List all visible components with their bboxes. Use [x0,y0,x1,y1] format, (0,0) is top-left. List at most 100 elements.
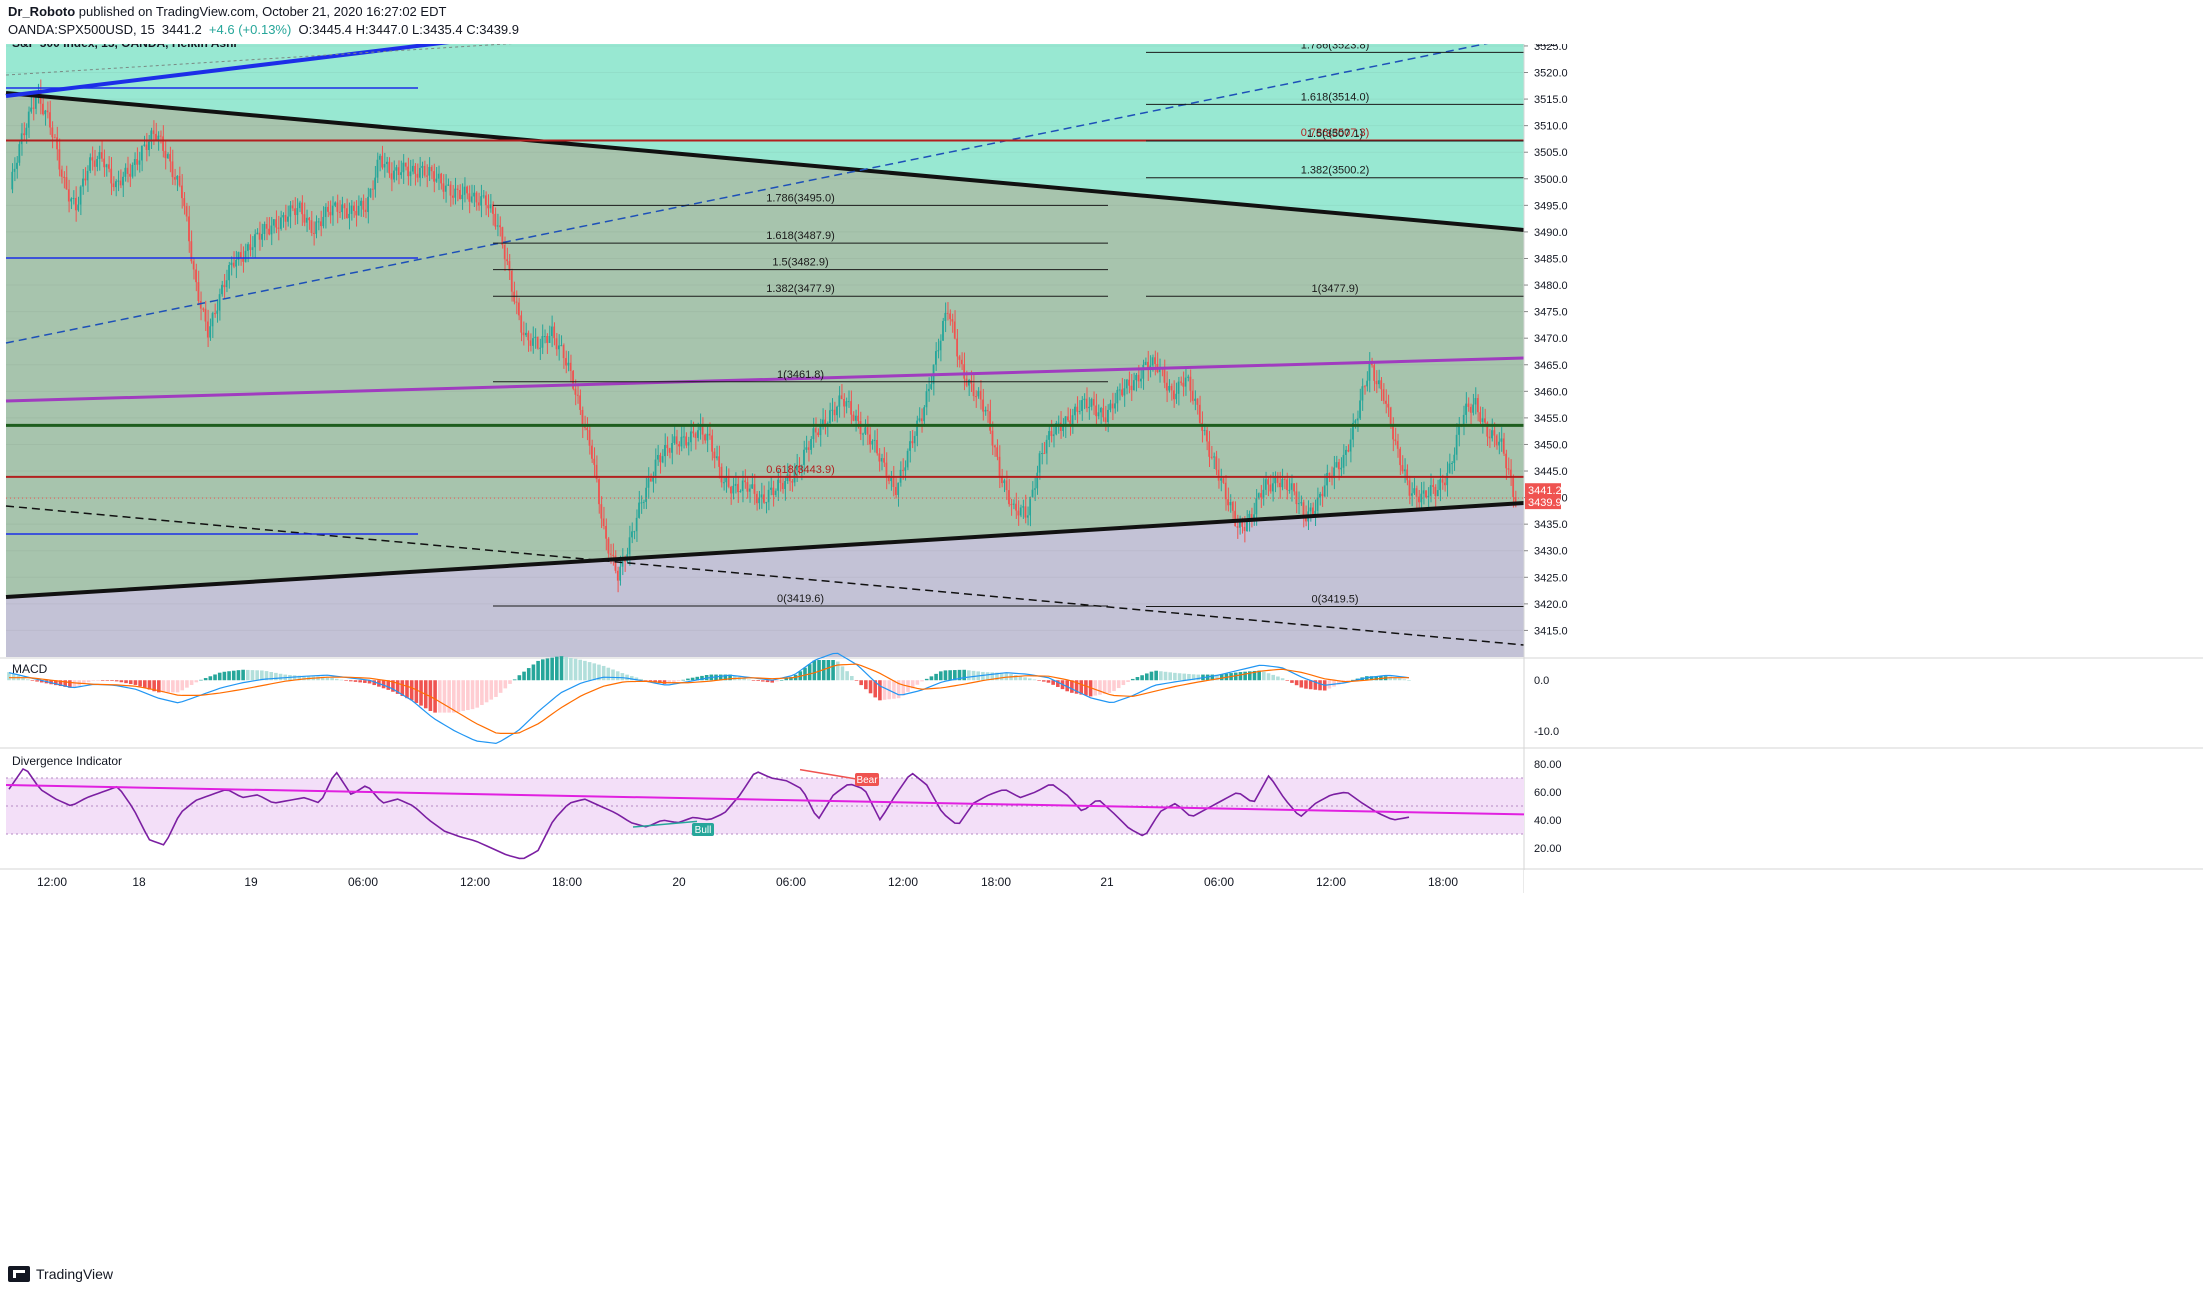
price-tick-label: 3500.0 [1534,174,1568,186]
candle [1495,434,1498,450]
macd-histogram-bar [147,680,152,690]
candle [494,207,497,230]
candle [1418,489,1420,509]
candle [256,228,259,235]
candle-body [1498,441,1500,446]
candle-body [553,326,556,339]
candle [421,161,424,179]
candle [1045,435,1048,465]
macd-histogram-bar [924,678,929,681]
candle-body [598,479,600,505]
candle-body [744,480,746,483]
candle-body [902,469,904,471]
candle-body [1396,441,1399,449]
candle-body [1408,480,1411,496]
macd-histogram-bar [100,680,105,681]
author-name[interactable]: Dr_Roboto [8,4,76,19]
candle [911,430,914,449]
macd-histogram-bar [672,680,676,683]
candle-body [1500,438,1503,442]
rsi-trend-line [5,784,1525,816]
candle-body [527,332,530,341]
candle-body [741,480,744,492]
candle [470,184,473,204]
candle-body [105,164,108,168]
tradingview-logo-icon [8,1266,30,1282]
candle-body [1286,479,1288,491]
candle-body [805,447,808,450]
candle-body [1104,417,1107,423]
symbol-name[interactable]: OANDA:SPX500USD, 15 [8,22,155,37]
macd-histogram-bar [96,680,100,681]
candle [381,145,384,170]
downtrend-line [5,91,1525,232]
candle [916,415,918,447]
candle [1078,400,1081,415]
candle-body [673,436,676,444]
macd-histogram-bar [878,680,882,701]
candle-body [572,370,574,389]
candle [807,440,810,462]
candle [1213,452,1215,469]
brand-name[interactable]: TradingView [36,1266,114,1282]
chart-header: Dr_Roboto published on TradingView.com, … [0,0,2203,44]
candle [79,185,82,216]
candle [1081,396,1083,421]
macd-histogram-bar [999,672,1004,681]
macd-histogram-bar [695,676,700,681]
candle-body [192,261,195,270]
macd-histogram-bar [91,680,96,681]
candle-body [60,169,63,177]
macd-histogram-bar [938,671,943,681]
candle [482,189,485,199]
rsi-line [8,767,1410,860]
candle [244,243,247,263]
candle-body [845,401,848,407]
candle-body [975,396,977,398]
candle [1288,478,1291,494]
candle-body [202,308,204,310]
candle [301,195,303,226]
candle-body [1458,425,1460,435]
candle-body [1055,423,1057,435]
candle [659,452,662,474]
candle-body [1493,430,1496,436]
macd-histogram-bar [110,680,114,681]
macd-histogram-bar [330,677,334,681]
candle-body [1243,526,1246,532]
candle-body [972,383,975,397]
candle-body [442,183,445,192]
candle-body [289,205,292,217]
candle-body [1064,416,1067,427]
candle-body [616,570,619,581]
time-tick-label: 18:00 [552,875,582,889]
macd-histogram-bar [255,670,259,681]
fib-label: 1(3461.8) [777,369,824,381]
candle [155,122,157,140]
candle [546,333,548,354]
candle-body [284,214,287,222]
candle-body [1052,434,1055,437]
candle-body [864,427,867,434]
macd-histogram-bar [1041,680,1046,682]
candle-body [1000,476,1003,484]
candle-body [701,425,704,435]
macd-histogram-bar [962,669,966,681]
candle-body [1198,404,1201,423]
candle [722,476,725,491]
candle [543,329,546,344]
macd-histogram-bar [30,680,35,681]
candle [1182,371,1185,397]
candle [140,145,143,172]
candle [440,172,442,190]
candle-body [1043,453,1046,455]
macd-histogram-bar [363,680,367,683]
candle [27,106,30,138]
candle-body [1008,490,1010,505]
candle [100,140,103,162]
candle [496,213,499,237]
candle-body [751,484,753,489]
candle-body [906,450,909,468]
candle [711,429,713,461]
